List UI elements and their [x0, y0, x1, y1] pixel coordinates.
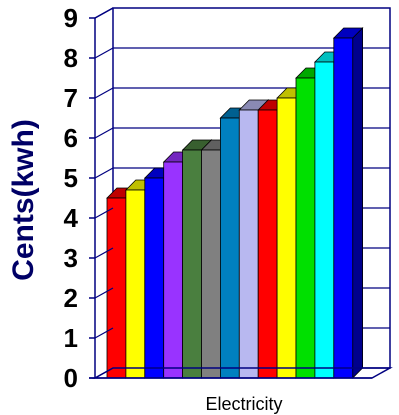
bars: [106, 27, 364, 379]
y-tick-label: 0: [64, 363, 78, 393]
bar: [332, 27, 364, 379]
x-axis-label: Electricity: [205, 394, 282, 414]
side-wall-grid: [94, 167, 114, 179]
side-wall-grid: [94, 7, 114, 19]
side-wall-grid: [94, 87, 114, 99]
y-axis-label: Cents(kwh): [7, 119, 40, 281]
side-wall-grid: [94, 127, 114, 139]
side-wall-grid: [94, 207, 114, 219]
y-tick-label: 7: [64, 83, 78, 113]
side-wall-grid: [94, 247, 114, 259]
y-tick-label: 5: [64, 163, 78, 193]
axes: [89, 7, 393, 379]
y-tick-label: 3: [64, 243, 78, 273]
y-tick-label: 9: [64, 3, 78, 33]
y-tick-label: 4: [64, 203, 79, 233]
y-tick-label: 1: [64, 323, 78, 353]
side-wall-grid: [94, 287, 114, 299]
y-tick-label: 8: [64, 43, 78, 73]
y-tick-label: 6: [64, 123, 78, 153]
y-tick-label: 2: [64, 283, 78, 313]
side-wall-grid: [94, 47, 114, 59]
side-wall-grid: [94, 327, 114, 339]
y-tick-labels: 0 1 2 3 4 5 6 7 8 9: [64, 3, 79, 393]
